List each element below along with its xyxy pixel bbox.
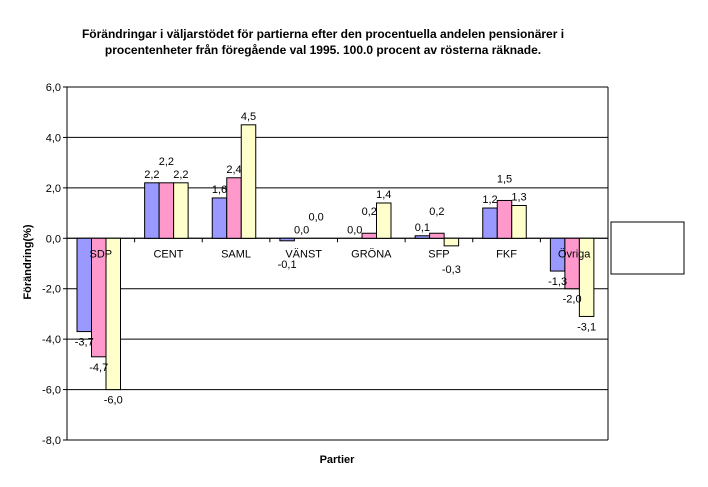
data-label: 1,3 bbox=[511, 192, 526, 204]
x-tick-label: SDP bbox=[90, 248, 113, 260]
bar-stor bbox=[211, 197, 228, 239]
x-axis-label: Partier bbox=[320, 454, 356, 466]
data-label: 1,6 bbox=[212, 184, 227, 196]
data-label: -3,7 bbox=[75, 337, 94, 349]
chart-title-line-2: procentenheter från föregående val 1995.… bbox=[105, 43, 541, 57]
x-tick-label: SFP bbox=[428, 248, 449, 260]
bar-stor bbox=[414, 235, 431, 239]
data-label: 2,2 bbox=[144, 169, 159, 181]
legend bbox=[610, 221, 685, 275]
y-tick-label: 6,0 bbox=[46, 82, 61, 94]
chart-title-line-1: Förändringar i väljarstödet för partiern… bbox=[82, 27, 564, 41]
data-label: 0,0 bbox=[347, 224, 362, 236]
data-label: 0,1 bbox=[415, 222, 430, 234]
bar-liten bbox=[511, 205, 527, 239]
data-label: 0,0 bbox=[308, 211, 323, 223]
data-label: -3,1 bbox=[577, 321, 596, 333]
bar-stor bbox=[279, 237, 295, 242]
bar-liten bbox=[376, 202, 392, 239]
bar-medelmåttig bbox=[361, 232, 377, 239]
bar-liten bbox=[578, 237, 595, 317]
bar-medelmåttig bbox=[429, 232, 445, 239]
data-label: 2,4 bbox=[226, 164, 241, 176]
x-tick-label: VÄNST bbox=[285, 248, 322, 260]
y-axis-label: Förändring(%) bbox=[22, 224, 34, 299]
bar-liten bbox=[105, 237, 121, 391]
y-tick-label: 2,0 bbox=[46, 183, 61, 195]
bar-medelmåttig bbox=[226, 177, 242, 239]
data-label: -6,0 bbox=[104, 395, 123, 407]
data-label: 1,2 bbox=[482, 194, 497, 206]
y-tick-label: 4,0 bbox=[46, 132, 61, 144]
bar-medelmåttig bbox=[496, 199, 513, 239]
bar-stor bbox=[144, 182, 160, 239]
data-label: -4,7 bbox=[89, 362, 108, 374]
bar-liten bbox=[443, 237, 460, 247]
x-tick-label: CENT bbox=[153, 248, 183, 260]
data-label: 4,5 bbox=[241, 111, 256, 123]
y-tick-label: -8,0 bbox=[42, 435, 61, 447]
data-label: 0,2 bbox=[362, 206, 377, 218]
bar-liten bbox=[240, 124, 257, 239]
x-tick-label: FKF bbox=[496, 248, 517, 260]
x-tick-label: Övriga bbox=[558, 248, 591, 260]
bar-liten bbox=[173, 182, 189, 239]
y-tick-label: -6,0 bbox=[42, 385, 61, 397]
y-tick-label: -4,0 bbox=[42, 334, 61, 346]
bar-stor bbox=[482, 207, 498, 239]
data-label: 2,2 bbox=[159, 156, 174, 168]
x-tick-label: GRÖNA bbox=[351, 248, 392, 260]
data-label: 1,4 bbox=[376, 189, 391, 201]
data-label: -0,1 bbox=[278, 259, 297, 271]
data-label: -2,0 bbox=[563, 294, 582, 306]
y-tick-label: 0,0 bbox=[46, 233, 61, 245]
data-label: -1,3 bbox=[548, 276, 567, 288]
x-tick-label: SAML bbox=[221, 248, 251, 260]
legend-box bbox=[610, 221, 685, 275]
data-label: 2,2 bbox=[173, 169, 188, 181]
data-label: 0,0 bbox=[294, 224, 309, 236]
bar-medelmåttig bbox=[158, 182, 175, 239]
data-label: 1,5 bbox=[497, 173, 512, 185]
data-label: -0,3 bbox=[442, 264, 461, 276]
data-label: 0,2 bbox=[429, 206, 444, 218]
y-tick-label: -2,0 bbox=[42, 284, 61, 296]
